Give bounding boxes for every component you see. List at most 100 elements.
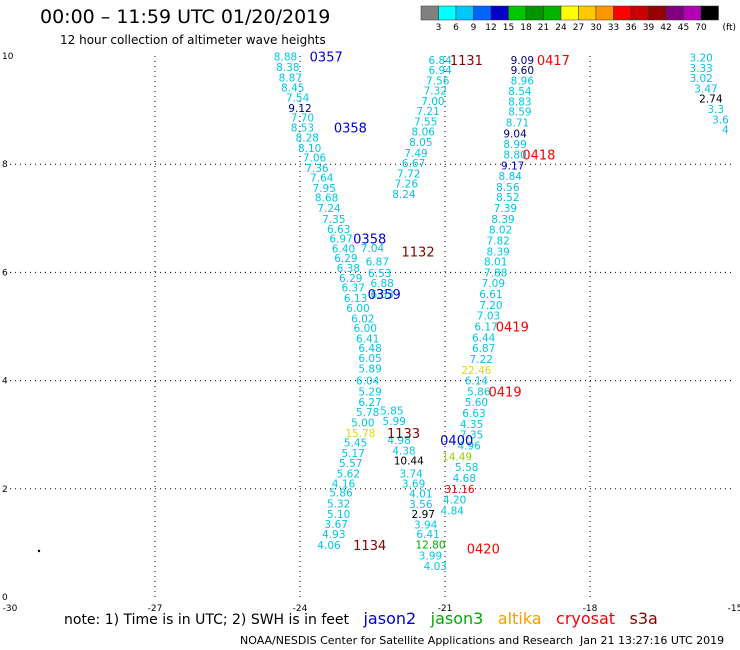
wave-height-point: 5.45 xyxy=(344,437,367,449)
wave-height-point: 4.16 xyxy=(332,478,356,490)
colorbar-swatch xyxy=(420,5,439,21)
colorbar-swatch xyxy=(613,5,632,21)
colorbar-tick-label: 42 xyxy=(660,23,671,33)
wave-height-point: 3.56 xyxy=(409,499,433,511)
colorbar-tick-label: 36 xyxy=(625,23,637,33)
wave-height-point: 7.20 xyxy=(479,300,502,312)
wave-height-point: 8.02 xyxy=(489,225,512,237)
wave-height-point: 8.83 xyxy=(508,96,531,108)
pass-time-label: 0420 xyxy=(467,542,500,557)
wave-height-point: 22.46 xyxy=(461,365,491,377)
wave-height-point: 8.52 xyxy=(496,192,519,204)
wave-height-point: 3.3 xyxy=(707,104,724,116)
wave-height-point: 7.64 xyxy=(310,173,334,185)
wave-height-point: 8.84 xyxy=(499,171,523,183)
wave-height-point: 8.59 xyxy=(508,107,531,119)
footer-timestamp: Jan 21 13:27:16 UTC 2019 xyxy=(580,634,725,647)
wave-height-point: 6.63 xyxy=(327,224,350,236)
wave-height-point: 15.78 xyxy=(345,428,375,440)
colorbar-tick-label: 24 xyxy=(555,23,567,33)
wave-height-point: 5.89 xyxy=(358,364,381,376)
wave-height-point: 9.04 xyxy=(503,128,527,140)
pass-time-label: 1134 xyxy=(353,539,386,554)
wave-height-point: 7.24 xyxy=(317,203,341,215)
wave-height-point: 6.41 xyxy=(356,333,379,345)
colorbar-swatch xyxy=(438,5,457,21)
wave-height-point: 7.70 xyxy=(291,113,314,125)
wave-height-point: 3.02 xyxy=(689,73,712,85)
pass-time-label: 0359 xyxy=(368,288,401,303)
wave-height-point: 3.67 xyxy=(325,519,348,531)
wave-height-point: 8.38 xyxy=(276,62,299,74)
wave-height-point: 8.06 xyxy=(412,127,436,139)
wave-height-point: 9.09 xyxy=(511,55,534,67)
chart-title: 00:00 – 11:59 UTC 01/20/2019 xyxy=(40,6,331,28)
wave-height-point: 6.61 xyxy=(479,289,502,301)
wave-height-point: 7.22 xyxy=(470,354,493,366)
wave-height-point: 7.35 xyxy=(460,430,483,442)
wave-height-point: 7.56 xyxy=(426,75,450,87)
satellite-altika: altika xyxy=(497,609,542,628)
x-tick-label: -15 xyxy=(728,604,740,614)
wave-height-point: 6.87 xyxy=(472,343,495,355)
wave-height-point: 14.49 xyxy=(442,451,472,463)
pass-time-label: 0400 xyxy=(440,434,473,449)
wave-height-point: 8.68 xyxy=(315,193,338,205)
pass-time-label: 0358 xyxy=(334,121,367,136)
satellite-cryosat: cryosat xyxy=(556,609,616,628)
wave-height-point: 7.82 xyxy=(486,235,509,247)
wave-height-point: 3.99 xyxy=(419,550,442,562)
wave-height-point: 7.36 xyxy=(305,163,329,175)
colorbar-tick-label: 39 xyxy=(643,23,655,33)
wave-height-point: 6.37 xyxy=(341,283,364,295)
wave-height-point: 8.80 xyxy=(503,149,526,161)
wave-height-point: 6.53 xyxy=(370,289,393,301)
colorbar-swatch xyxy=(700,5,719,21)
colorbar-swatch xyxy=(665,5,684,21)
wave-height-point: 8.39 xyxy=(491,214,514,226)
colorbar-tick-label: 27 xyxy=(573,23,584,33)
wave-height-point: 3.33 xyxy=(689,63,712,75)
colorbar-swatch xyxy=(473,5,492,21)
wave-height-point: 8.01 xyxy=(484,257,507,269)
wave-height-point: 6.63 xyxy=(462,408,485,420)
wave-height-point: 7.35 xyxy=(322,214,345,226)
wave-height-point: 6.88 xyxy=(370,278,393,290)
wave-height-point: 6.00 xyxy=(354,323,377,335)
wave-height-point: 7.49 xyxy=(404,148,427,160)
wave-height-point: 3.6 xyxy=(712,114,729,126)
wave-height-point: 8.56 xyxy=(496,182,520,194)
pass-time-label: 1131 xyxy=(450,54,483,69)
wave-height-point: 5.86 xyxy=(467,386,491,398)
satellite-jason3: jason3 xyxy=(430,609,484,628)
y-tick-label: 6 xyxy=(2,268,8,278)
wave-height-point: 9.60 xyxy=(511,65,534,77)
wave-height-point: 10.44 xyxy=(394,456,424,468)
wave-height-point: 3.94 xyxy=(414,520,438,532)
wave-height-point: 5.17 xyxy=(341,448,364,460)
wave-height-point: 5.60 xyxy=(465,397,488,409)
wave-height-point: 6.27 xyxy=(358,397,381,409)
wave-height-point: 4.01 xyxy=(409,489,432,501)
wave-height-point: 5.29 xyxy=(358,386,381,398)
colorbar-swatch xyxy=(490,5,509,21)
colorbar-tick-label: 45 xyxy=(678,23,689,33)
wave-height-point: 7.04 xyxy=(361,243,385,255)
colorbar-swatch xyxy=(525,5,544,21)
x-tick-label: -27 xyxy=(148,604,163,614)
wave-height-point: 12.80 xyxy=(415,540,445,552)
y-tick-label: 0 xyxy=(2,593,8,603)
wave-height-point: 6.97 xyxy=(329,233,352,245)
wave-height-point: 6.05 xyxy=(358,353,381,365)
wave-height-point: 3.69 xyxy=(402,478,425,490)
pass-time-label: 0419 xyxy=(496,321,529,336)
x-tick-label: -30 xyxy=(3,604,18,614)
colorbar-swatch xyxy=(630,5,649,21)
wave-height-point: 4 xyxy=(722,125,729,137)
y-tick-label: 4 xyxy=(2,377,8,387)
wave-height-point: 5.85 xyxy=(380,405,403,417)
x-tick-label: -18 xyxy=(583,604,598,614)
colorbar-swatch xyxy=(578,5,597,21)
wave-height-point: 5.00 xyxy=(351,417,374,429)
pass-time-label: 1132 xyxy=(402,245,435,260)
